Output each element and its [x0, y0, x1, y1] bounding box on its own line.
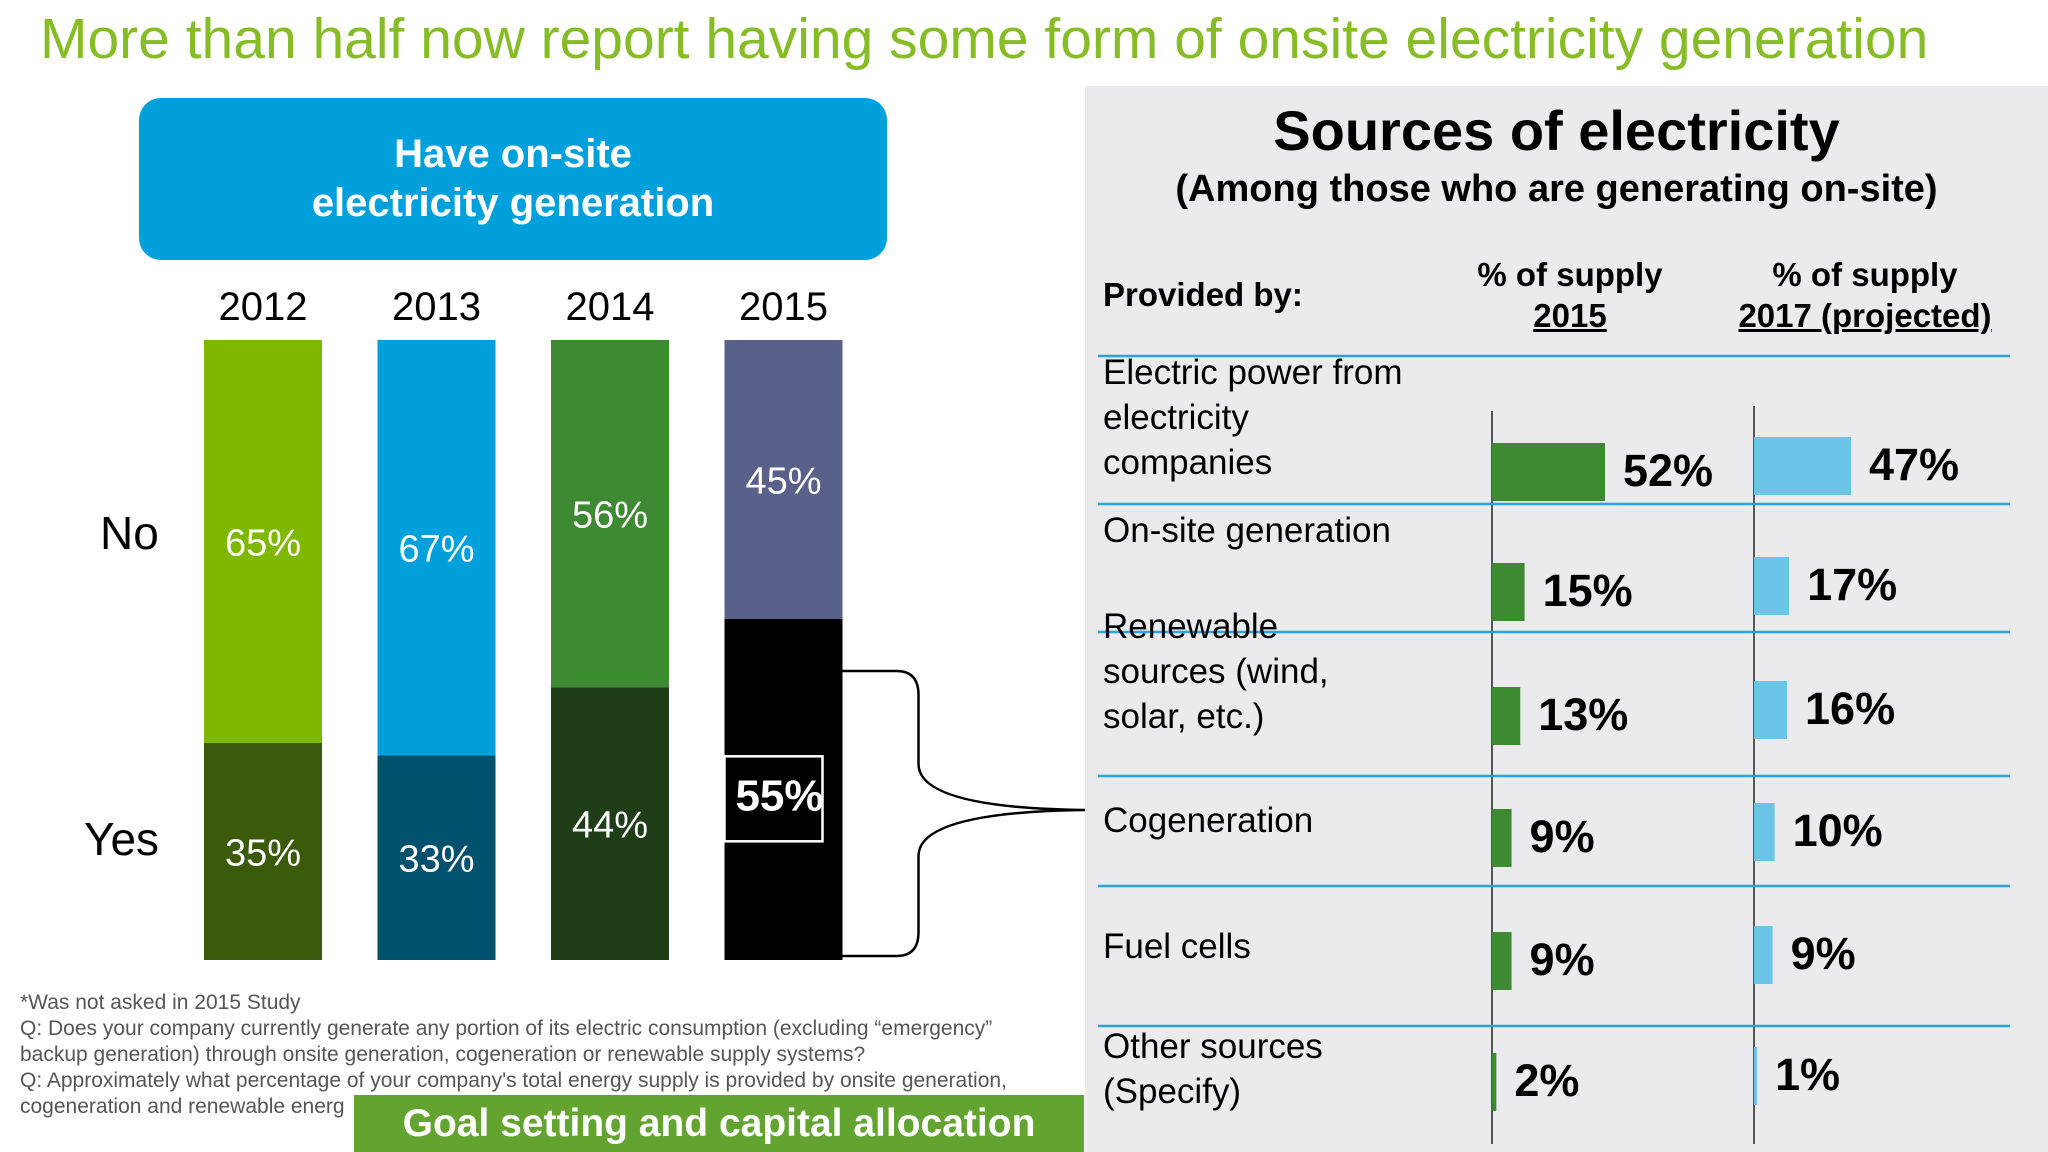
value-label-2017: 1%: [1775, 1049, 1840, 1100]
bar-no-2012: [204, 340, 322, 743]
source-label: sources (wind,: [1103, 652, 1329, 691]
bar-2017: [1754, 681, 1788, 739]
bar-label-yes: 44%: [572, 805, 648, 847]
bar-2015: [1492, 932, 1512, 990]
bar-2015: [1492, 809, 1512, 867]
value-label-2017: 17%: [1807, 559, 1897, 610]
headline: More than half now report having some fo…: [40, 7, 1929, 71]
panel-subtitle: (Among those who are generating on-site): [1175, 168, 1938, 210]
bar-2015: [1492, 563, 1525, 621]
bar-2015: [1492, 443, 1605, 501]
source-label: Fuel cells: [1103, 927, 1251, 966]
col-header-line: % of supply: [1772, 256, 1958, 293]
onsite-generation-chart: 2012 65% 35% 2013 67% 33% 2014 56% 44% 2015 45% 55%: [204, 285, 1085, 960]
panel-title: Sources of electricity: [1273, 99, 1840, 162]
source-label: Electric power from: [1103, 353, 1403, 392]
row-label-no: No: [100, 507, 159, 559]
value-label-2017: 47%: [1869, 439, 1959, 490]
bar-2017: [1754, 803, 1775, 861]
value-label-2015: 2%: [1514, 1055, 1579, 1106]
value-label-2015: 9%: [1530, 934, 1595, 985]
source-label: electricity: [1103, 398, 1249, 437]
sources-table-chart: Electric power from electricity companies 5…: [1098, 353, 2010, 1144]
bar-2015: [1492, 1053, 1497, 1111]
value-label-2015: 52%: [1623, 445, 1713, 496]
year-tick-label: 2012: [219, 285, 308, 329]
bar-2017: [1754, 926, 1773, 984]
source-label: Cogeneration: [1103, 801, 1313, 840]
bar-label-no: 56%: [572, 495, 648, 537]
sources-panel: Sources of electricity (Among those who …: [1085, 86, 2048, 1152]
footnote: *Was not asked in 2015 Study Q: Does you…: [20, 990, 1080, 1120]
banner-line-2: electricity generation: [311, 181, 715, 225]
footnote-line: *Was not asked in 2015 Study: [20, 991, 301, 1014]
value-label-2017: 16%: [1805, 683, 1895, 734]
col-header-2015: % of supply 2015: [1440, 254, 1700, 336]
value-label-2015: 15%: [1543, 565, 1633, 616]
source-label: Renewable: [1103, 607, 1278, 646]
bar-2017: [1754, 557, 1790, 615]
row-label-yes: Yes: [84, 813, 160, 865]
year-tick-label: 2014: [566, 285, 655, 329]
col-header-line: % of supply: [1477, 256, 1663, 293]
bar-label-yes: 33%: [398, 839, 474, 881]
footnote-line: Q: Approximately what percentage of your…: [20, 1069, 1007, 1092]
bar-label-no: 65%: [225, 523, 301, 565]
value-label-2015: 13%: [1538, 689, 1628, 740]
bracket-connector: [842, 669, 1085, 958]
year-tick-label: 2013: [392, 285, 481, 329]
bar-no-2013: [377, 340, 496, 756]
goal-setting-banner: Goal setting and capital allocation: [354, 1095, 1084, 1152]
bar-label-no: 67%: [398, 529, 474, 571]
bar-2015: [1492, 687, 1521, 745]
col-header-2017: % of supply 2017 (projected): [1700, 254, 2030, 336]
col-header-year: 2017 (projected): [1738, 297, 1992, 334]
source-label: companies: [1103, 443, 1272, 482]
bar-2017: [1754, 437, 1851, 495]
bar-yes-2012: [204, 743, 322, 960]
banner-line-1: Have on-site: [394, 132, 632, 176]
source-label: (Specify): [1103, 1072, 1241, 1111]
bar-yes-2013: [377, 755, 496, 960]
footnote-line: Q: Does your company currently generate …: [20, 1017, 993, 1040]
year-tick-label: 2015: [739, 285, 828, 329]
bar-label-yes: 55%: [735, 771, 823, 820]
have-onsite-banner: Have on-site electricity generation: [139, 98, 887, 260]
source-label: On-site generation: [1103, 511, 1391, 550]
highlight-box: [723, 755, 824, 843]
value-label-2015: 9%: [1530, 811, 1595, 862]
source-label: solar, etc.): [1103, 697, 1264, 736]
bar-label-yes: 35%: [225, 833, 301, 875]
source-label: Other sources: [1103, 1027, 1323, 1066]
bar-label-no: 45%: [745, 461, 821, 503]
col-header-year: 2015: [1533, 297, 1607, 334]
bar-2017: [1754, 1047, 1757, 1105]
provided-by-header: Provided by:: [1103, 276, 1303, 313]
value-label-2017: 9%: [1791, 928, 1856, 979]
footnote-line: backup generation) through onsite genera…: [20, 1043, 866, 1066]
footnote-line: cogeneration and renewable energ: [20, 1095, 345, 1118]
bar-no-2015: [724, 340, 843, 619]
bar-no-2014: [551, 340, 669, 688]
bar-yes-2014: [551, 687, 669, 960]
value-label-2017: 10%: [1793, 805, 1883, 856]
